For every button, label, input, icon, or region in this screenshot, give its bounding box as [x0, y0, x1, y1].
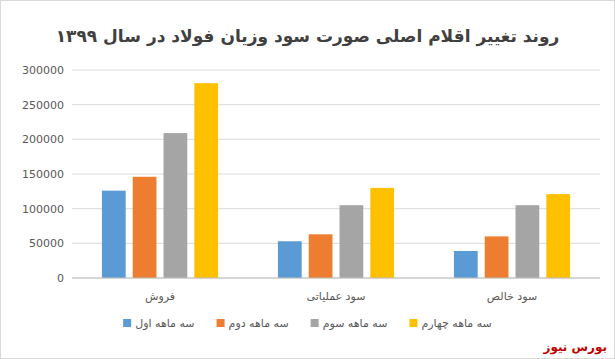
title: روند تغییر اقلام اصلی صورت سود وزیان فول…	[56, 26, 560, 47]
x-tick-label: سود عملیاتی	[307, 290, 366, 303]
y-tick-label: 0	[57, 272, 64, 285]
bar	[546, 194, 570, 278]
bar	[485, 236, 509, 278]
legend-swatch	[311, 319, 319, 327]
bar	[516, 205, 540, 278]
legend-swatch	[123, 319, 131, 327]
x-tick-label: فروش	[145, 290, 175, 303]
grid-line	[72, 174, 600, 175]
source-label: بورس نیوز	[542, 340, 607, 355]
x-axis	[72, 278, 600, 279]
bars	[102, 83, 570, 278]
y-tick-label: 250000	[22, 99, 64, 112]
bar	[309, 234, 333, 278]
y-tick-label: 50000	[29, 237, 64, 250]
bar	[164, 133, 188, 278]
legend-swatch	[217, 319, 225, 327]
y-tick-label: 150000	[22, 168, 64, 181]
legend-label: سه ماهه سوم	[323, 317, 388, 330]
y-tick-label: 200000	[22, 133, 64, 146]
bar	[194, 83, 218, 278]
grid-line	[72, 104, 600, 105]
bar	[454, 251, 478, 278]
bar	[370, 188, 394, 278]
legend-label: سه ماهه دوم	[229, 317, 289, 330]
bar	[340, 205, 364, 278]
y-tick-label: 300000	[22, 64, 64, 77]
legend: سه ماهه اول سه ماهه دوم سه ماهه سوم سه ماهه…	[123, 317, 492, 330]
grid-line	[72, 278, 600, 279]
bar	[102, 191, 126, 278]
legend-label: سه ماهه اول	[135, 317, 194, 330]
y-tick-label: 100000	[22, 203, 64, 216]
legend-swatch	[409, 319, 417, 327]
legend-label: سه ماهه چهارم	[421, 317, 491, 330]
bar	[278, 241, 302, 278]
x-tick-label: سود خالص	[487, 290, 537, 303]
frame	[1, 1, 615, 359]
chart: روند تغییر اقلام اصلی صورت سود وزیان فول…	[0, 0, 615, 359]
bar	[133, 177, 157, 278]
grid-line	[72, 139, 600, 140]
grid-line	[72, 70, 600, 71]
